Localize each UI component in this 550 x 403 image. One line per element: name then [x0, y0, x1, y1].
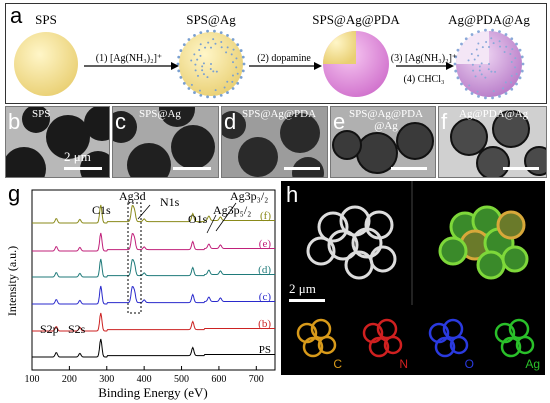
series-label: (c): [259, 291, 272, 303]
xps-series-line: [32, 232, 275, 252]
x-tick-label: 300: [99, 374, 114, 385]
x-tick-label: 100: [25, 374, 40, 385]
step-label: (1) [Ag(NH₃)₂]⁺: [96, 53, 162, 64]
stage-label: SPS: [35, 12, 57, 27]
panel-g-letter: g: [8, 181, 21, 206]
element-label: N: [399, 357, 408, 371]
tem-panel-e: e SPS@Ag@PDA @Ag: [330, 106, 436, 178]
xps-series-line: [32, 285, 275, 305]
scale-bar: [503, 167, 539, 170]
panel-letter: f: [441, 109, 448, 134]
scale-bar: [289, 299, 325, 302]
element-map-ag: Ag: [479, 305, 545, 373]
stage-label: Ag@PDA@Ag: [448, 12, 530, 27]
overlay-map: [438, 205, 529, 280]
sem-image: [306, 205, 397, 280]
peak-label: Ag3d: [119, 189, 146, 203]
sps-ag-pda-sphere: [323, 31, 389, 97]
element-map-n: N: [347, 305, 413, 373]
tem-panel-d: d SPS@Ag@PDA: [221, 106, 328, 178]
x-tick-label: 700: [249, 374, 264, 385]
sample-label: Ag@PDA@Ag: [459, 108, 529, 120]
peak-label: C1s: [92, 203, 111, 217]
scale-bar: [284, 167, 320, 170]
xps-series-line: [32, 258, 275, 278]
series-label: (e): [259, 238, 272, 250]
scale-bar: [64, 167, 102, 170]
series-label: (f): [260, 210, 271, 222]
element-label: Ag: [525, 357, 540, 371]
peak-label: S2p: [40, 322, 59, 336]
peak-label: S2s: [68, 322, 86, 336]
ag-pda-ag-sphere: [453, 28, 525, 100]
peak-label: Ag3p₃/₂: [230, 189, 268, 203]
stage-label: SPS@Ag: [186, 12, 236, 27]
step-label: (2) dopamine: [257, 53, 311, 64]
scale-label: 2 μm: [64, 149, 91, 164]
peak-label: O1s: [188, 212, 208, 226]
sample-label: SPS@Ag@PDA @Ag: [349, 108, 424, 132]
step-label: (3) [Ag(NH₃)₂]⁺: [391, 53, 457, 64]
y-axis-label: Intensity (a.u.): [5, 246, 19, 316]
tem-panel-b: b SPS 2 μm: [5, 106, 110, 178]
scale-bar: [173, 167, 211, 170]
x-tick-label: 400: [137, 374, 152, 385]
panel-letter: b: [8, 109, 21, 134]
element-label: C: [333, 357, 342, 371]
peak-label: N1s: [160, 195, 180, 209]
panel-a-letter: a: [10, 3, 23, 28]
panel-h-letter: h: [286, 182, 299, 207]
xps-chart: 100 200 300 400 500 600 700 PS(b)(c)(d)(e)(f) …: [5, 189, 276, 400]
ag3d-highlight-box: [127, 202, 142, 314]
step-label: (4) CHCl₃: [404, 74, 445, 85]
x-tick-label: 600: [211, 374, 226, 385]
peak-label: Ag3p₅/₂: [213, 203, 251, 217]
sps-sphere: [14, 32, 78, 96]
sample-label: SPS@Ag@PDA: [242, 108, 317, 120]
series-label: (d): [258, 264, 271, 276]
x-tick-label: 200: [62, 374, 77, 385]
synthesis-scheme: SPS SPS@Ag SPS@Ag@PDA Ag@PDA@Ag (1) [Ag(…: [14, 12, 530, 100]
series-label: PS: [259, 344, 271, 356]
panel-letter: d: [224, 109, 237, 134]
series-label: (b): [258, 318, 271, 330]
panel-letter: c: [115, 109, 126, 134]
element-map-c: C: [281, 305, 347, 373]
scale-label: 2 μm: [289, 281, 316, 296]
panel-a: a: [5, 3, 547, 104]
xps-series-line: [32, 204, 275, 224]
sps-ag-sphere: [176, 29, 246, 99]
scale-bar: [391, 167, 427, 170]
element-label: O: [464, 357, 474, 371]
xps-series-line: [32, 312, 275, 332]
tem-panel-f: f Ag@PDA@Ag: [438, 106, 547, 178]
panel-letter: e: [333, 109, 346, 134]
xps-series-line: [32, 338, 275, 358]
sample-label: SPS@Ag: [139, 108, 181, 120]
element-map-o: O: [413, 305, 479, 373]
sample-label: SPS: [32, 108, 51, 120]
x-tick-label: 500: [174, 374, 189, 385]
stage-label: SPS@Ag@PDA: [312, 12, 400, 27]
tem-panel-c: c SPS@Ag: [112, 106, 219, 178]
x-axis-label: Binding Energy (eV): [98, 385, 208, 400]
